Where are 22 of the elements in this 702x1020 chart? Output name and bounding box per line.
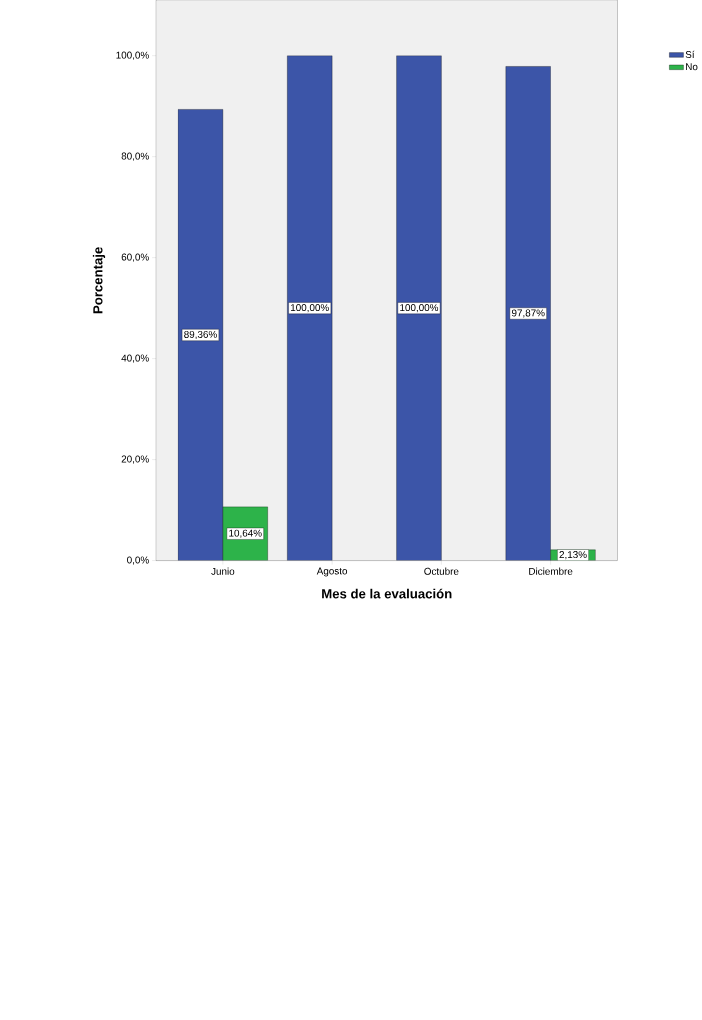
- data-label: 97,87%: [511, 309, 545, 318]
- bar: [287, 55, 333, 561]
- y-tick-label: 80,0%: [121, 152, 149, 161]
- y-tick-label: 20,0%: [121, 455, 149, 464]
- legend-label: No: [686, 63, 698, 71]
- data-label: 10,64%: [229, 529, 262, 538]
- y-tick-label: 100,0%: [116, 51, 149, 60]
- y-tick-label: 60,0%: [121, 253, 149, 262]
- data-label: 89,36%: [184, 330, 217, 340]
- y-tick-label: 40,0%: [121, 354, 149, 363]
- data-label: 100,00%: [400, 304, 439, 313]
- y-tick-label: 0,0%: [127, 556, 149, 565]
- legend-label: Sí: [685, 50, 695, 59]
- data-label: 2,13%: [559, 551, 587, 560]
- x-axis-title: Mes de la evaluación: [322, 588, 452, 599]
- y-axis-title: Porcentaje: [92, 247, 106, 314]
- x-tick-label: Octubre: [424, 567, 459, 575]
- x-tick-label: Agosto: [316, 567, 348, 577]
- x-tick-label: Diciembre: [529, 567, 573, 575]
- data-label: 100,00%: [290, 304, 329, 313]
- x-tick-label: Junio: [211, 567, 235, 575]
- bar: [396, 55, 442, 561]
